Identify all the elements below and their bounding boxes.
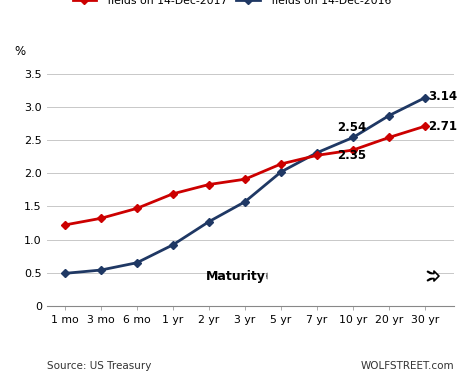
- Text: 3.14: 3.14: [428, 90, 457, 103]
- Yields on 14-Dec-2016: [350, 135, 356, 140]
- Yields on 14-Dec-2017: [170, 192, 176, 196]
- Yields on 14-Dec-2016: [98, 268, 103, 272]
- Text: Maturity: Maturity: [205, 270, 265, 282]
- Yields on 14-Dec-2016: [314, 150, 320, 155]
- Legend: Yields on 14-Dec-2017, Yields on 14-Dec-2016: Yields on 14-Dec-2017, Yields on 14-Dec-…: [73, 0, 391, 6]
- Yields on 14-Dec-2017: [206, 182, 212, 187]
- Yields on 14-Dec-2016: [422, 95, 428, 100]
- Text: %: %: [14, 45, 25, 57]
- Yields on 14-Dec-2017: [314, 153, 320, 157]
- Yields on 14-Dec-2017: [350, 148, 356, 152]
- Text: 2.71: 2.71: [428, 120, 457, 133]
- Yields on 14-Dec-2017: [134, 206, 139, 211]
- Text: 2.35: 2.35: [337, 149, 366, 162]
- Yields on 14-Dec-2017: [422, 124, 428, 128]
- Yields on 14-Dec-2016: [62, 271, 67, 276]
- Yields on 14-Dec-2017: [242, 177, 248, 181]
- Yields on 14-Dec-2017: [278, 162, 284, 166]
- Text: 2.54: 2.54: [337, 122, 366, 134]
- Yields on 14-Dec-2016: [170, 242, 176, 247]
- Text: Source: US Treasury: Source: US Treasury: [47, 361, 151, 371]
- Yields on 14-Dec-2016: [242, 200, 248, 204]
- Text: WOLFSTREET.com: WOLFSTREET.com: [360, 361, 454, 371]
- Yields on 14-Dec-2017: [386, 135, 392, 140]
- Line: Yields on 14-Dec-2017: Yields on 14-Dec-2017: [62, 123, 428, 228]
- Line: Yields on 14-Dec-2016: Yields on 14-Dec-2016: [62, 94, 428, 276]
- FancyArrowPatch shape: [267, 271, 439, 281]
- Yields on 14-Dec-2016: [134, 260, 139, 265]
- Yields on 14-Dec-2016: [206, 219, 212, 224]
- Yields on 14-Dec-2017: [98, 216, 103, 220]
- Yields on 14-Dec-2016: [278, 170, 284, 174]
- Yields on 14-Dec-2016: [386, 113, 392, 118]
- Yields on 14-Dec-2017: [62, 223, 67, 227]
